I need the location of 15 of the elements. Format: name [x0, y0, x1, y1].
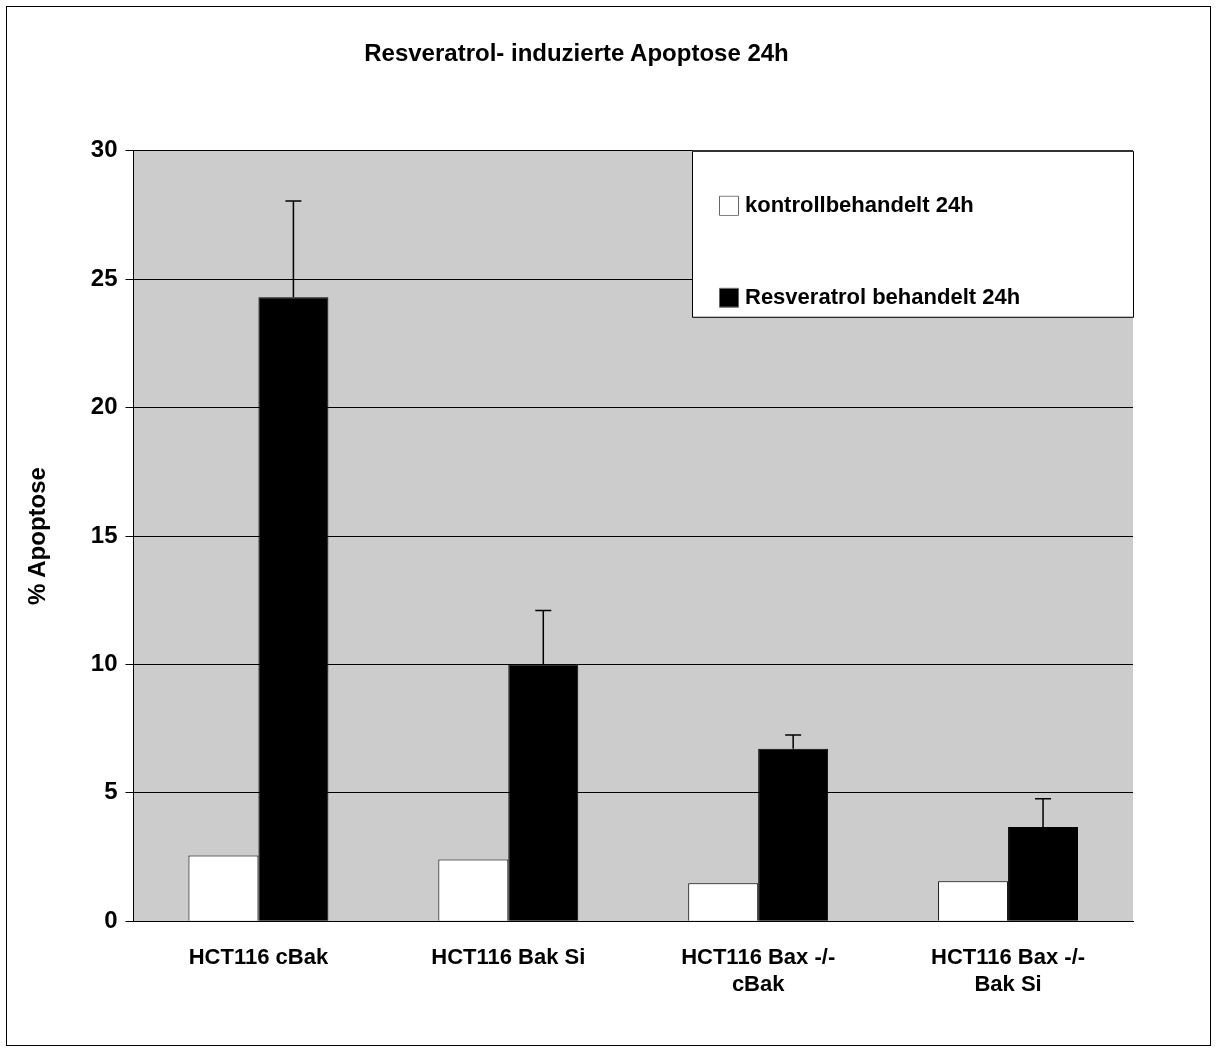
legend-label: Resveratrol behandelt 24h	[745, 283, 1021, 309]
y-axis-title: % Apoptose	[23, 467, 51, 605]
chart-title: Resveratrol- induzierte Apoptose 24h	[364, 39, 789, 67]
y-tick-label: 20	[90, 392, 118, 420]
x-tick-label: HCT116 Bak Si	[431, 944, 586, 970]
y-tick-label: 10	[90, 649, 118, 677]
x-tick-label: HCT116 Bax -/- Bak Si	[931, 944, 1086, 996]
x-tick-label: HCT116 Bax -/- cBak	[681, 944, 836, 996]
x-tick-label: HCT116 cBak	[188, 944, 329, 970]
legend-label: kontrollbehandelt 24h	[745, 191, 974, 217]
y-tick-label: 25	[90, 263, 118, 291]
y-tick-label: 5	[104, 777, 118, 805]
y-tick-label: 30	[90, 135, 118, 163]
y-tick-label: 15	[90, 520, 118, 548]
y-tick-label: 0	[104, 905, 118, 933]
